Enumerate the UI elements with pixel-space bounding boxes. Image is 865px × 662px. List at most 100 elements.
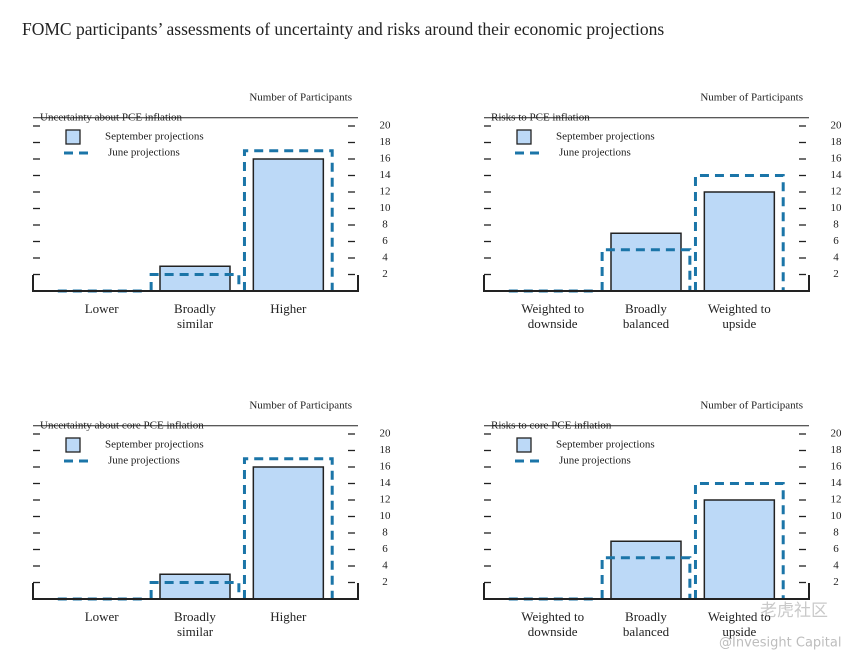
panel: Uncertainty about core PCE inflation Numb…: [32, 399, 392, 639]
y-tick-label: 14: [380, 477, 392, 489]
x-tick-label: balanced: [623, 624, 670, 639]
legend-swatch: [65, 129, 81, 145]
legend-label: September projections: [556, 439, 655, 451]
y-tick-label: 16: [380, 461, 392, 473]
x-tick-label: Broadly: [174, 301, 216, 316]
june-outline: [242, 457, 334, 599]
y-tick-label: 14: [831, 477, 843, 489]
y-tick-label: 2: [382, 268, 388, 280]
x-tick-label: Weighted to: [521, 609, 584, 624]
x-tick-label: Weighted to: [521, 301, 584, 316]
x-tick-label: Higher: [270, 609, 307, 624]
y-tick-label: 14: [380, 169, 392, 181]
september-bar: [252, 466, 325, 600]
y-tick-label: 18: [831, 444, 843, 456]
legend-label: June projections: [559, 455, 631, 467]
x-tick-label: similar: [177, 624, 214, 639]
x-tick-label: Weighted to: [708, 301, 771, 316]
september-bar: [252, 158, 325, 292]
legend-swatch: [65, 437, 81, 453]
y-tick-label: 8: [382, 219, 388, 231]
x-axis: [32, 275, 359, 292]
september-bar: [159, 573, 231, 600]
legend-label: June projections: [559, 147, 631, 159]
y-tick-label: 4: [382, 560, 388, 572]
y-axis-label: Number of Participants: [700, 91, 803, 103]
x-tick-label: Broadly: [625, 609, 667, 624]
legend-label: September projections: [105, 131, 204, 143]
y-tick-label: 18: [380, 444, 392, 456]
y-tick-label: 12: [380, 494, 391, 506]
y-tick-label: 6: [833, 235, 839, 247]
x-tick-label: downside: [528, 624, 578, 639]
y-tick-label: 16: [831, 461, 843, 473]
y-tick-label: 10: [380, 510, 392, 522]
x-tick-label: Broadly: [625, 301, 667, 316]
x-tick-label: Lower: [85, 609, 120, 624]
y-tick-label: 18: [380, 136, 392, 148]
legend-label: June projections: [108, 455, 180, 467]
june-outline: [693, 174, 785, 291]
y-tick-label: 6: [382, 235, 388, 247]
x-axis: [32, 583, 359, 600]
y-tick-label: 18: [831, 136, 843, 148]
y-tick-label: 12: [831, 186, 842, 198]
september-bar: [610, 540, 682, 600]
september-bar: [610, 232, 682, 292]
y-tick-label: 6: [382, 543, 388, 555]
y-tick-label: 16: [831, 153, 843, 165]
y-tick-label: 20: [380, 428, 392, 440]
y-tick-label: 4: [382, 252, 388, 264]
y-tick-label: 8: [833, 527, 839, 539]
panel-title: Uncertainty about PCE inflation: [40, 111, 183, 123]
june-outline: [693, 482, 785, 599]
y-tick-label: 20: [831, 428, 843, 440]
y-tick-label: 8: [833, 219, 839, 231]
september-bar: [159, 265, 231, 292]
panel: Risks to core PCE inflation Number of Par…: [483, 399, 843, 639]
legend-label: June projections: [108, 147, 180, 159]
y-tick-label: 10: [831, 510, 843, 522]
june-outline: [600, 248, 692, 291]
y-tick-label: 2: [833, 576, 839, 588]
y-tick-label: 4: [833, 252, 839, 264]
y-tick-label: 14: [831, 169, 843, 181]
y-axis-label: Number of Participants: [249, 399, 352, 411]
y-tick-label: 20: [831, 120, 843, 132]
x-axis: [483, 583, 810, 600]
june-outline: [600, 556, 692, 599]
x-tick-label: upside: [722, 624, 756, 639]
legend-swatch: [516, 129, 532, 145]
panel-title: Risks to core PCE inflation: [491, 419, 612, 431]
panel: Uncertainty about PCE inflation Number of…: [32, 91, 392, 331]
legend-swatch: [516, 437, 532, 453]
panel-title: Uncertainty about core PCE inflation: [40, 419, 204, 431]
y-tick-label: 10: [831, 202, 843, 214]
y-axis-label: Number of Participants: [249, 91, 352, 103]
y-tick-label: 10: [380, 202, 392, 214]
y-tick-label: 12: [831, 494, 842, 506]
watermark-site: 老虎社区: [760, 601, 828, 621]
y-axis-label: Number of Participants: [700, 399, 803, 411]
y-tick-label: 16: [380, 153, 392, 165]
june-outline: [149, 273, 241, 291]
panel-title: Risks to PCE inflation: [491, 111, 590, 123]
x-tick-label: balanced: [623, 316, 670, 331]
x-tick-label: upside: [722, 316, 756, 331]
y-tick-label: 8: [382, 527, 388, 539]
x-tick-label: Higher: [270, 301, 307, 316]
legend-label: September projections: [556, 131, 655, 143]
figure-title: FOMC participants’ assessments of uncert…: [22, 19, 664, 39]
legend-label: September projections: [105, 439, 204, 451]
panel: Risks to PCE inflation Number of Particip…: [483, 91, 843, 331]
y-tick-label: 2: [382, 576, 388, 588]
x-tick-label: similar: [177, 316, 214, 331]
x-tick-label: Broadly: [174, 609, 216, 624]
y-tick-label: 6: [833, 543, 839, 555]
x-axis: [483, 275, 810, 292]
september-bar: [703, 499, 776, 600]
watermark-handle: @Invesight Capital: [719, 636, 841, 651]
september-bar: [703, 191, 776, 292]
june-outline: [242, 149, 334, 291]
